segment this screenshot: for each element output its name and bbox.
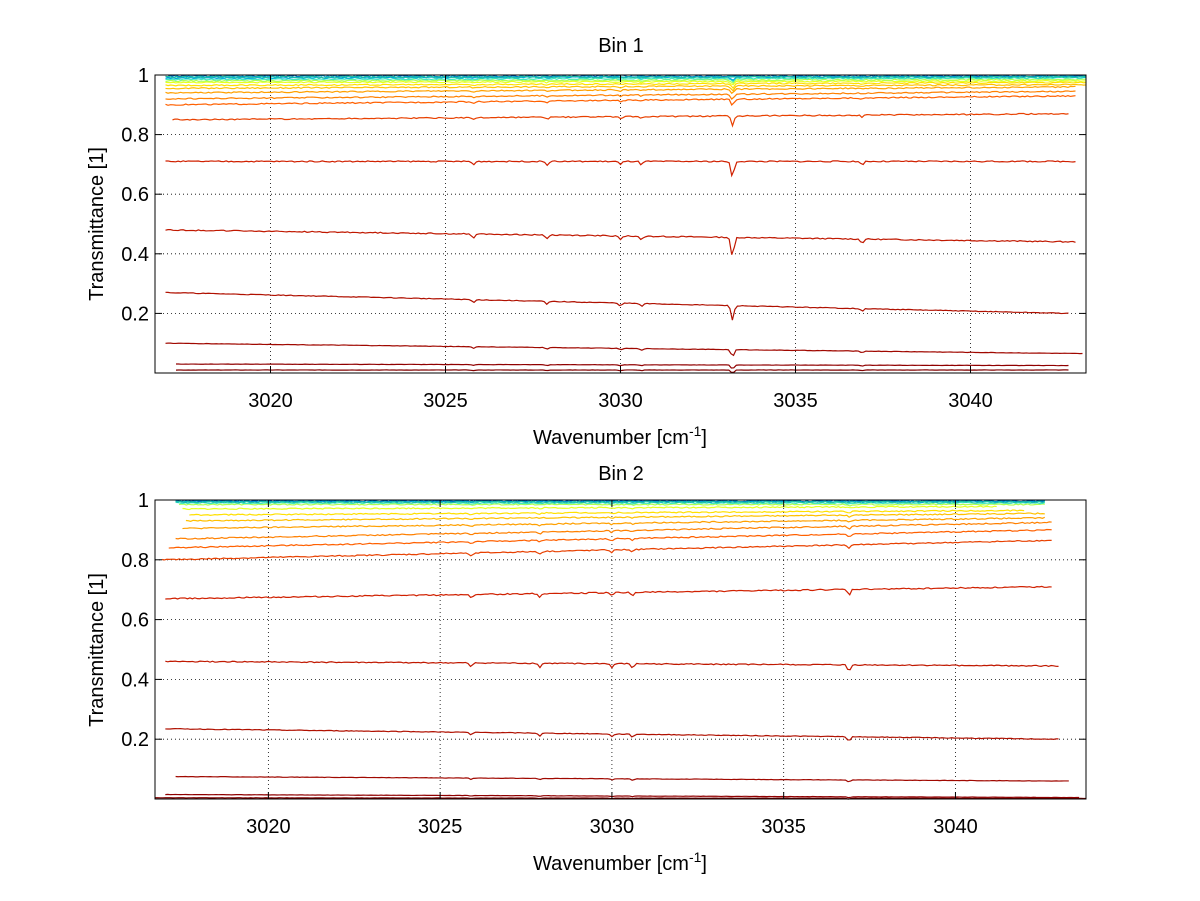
chart-title: Bin 1 [598,35,644,57]
series-line [182,505,997,511]
axis-ticks: 3020 3025 3030 3035 3040 0.2 0.4 0.6 0.8 1 [121,65,1086,412]
x-tick-label: 3020 [248,390,293,412]
x-tick-label: 3025 [423,390,468,412]
x-axis-label: Wavenumber [cm-1] [533,849,707,875]
series-line-top-band [175,500,1046,504]
series-line [165,660,1059,671]
chart-bin-2: Bin 2 3020 3025 3030 3035 30400.20.40.60.81 … [86,463,1087,875]
y-axis-label: Transmittance [1] [86,573,108,727]
series-line [175,363,1069,369]
series-line [165,94,1076,106]
x-tick-label: 3030 [590,816,635,838]
series-line [165,79,1087,86]
series-line [175,369,1069,373]
series-line [165,160,1076,178]
series-line [165,342,1083,357]
series-line [161,539,1052,561]
y-tick-label: 1 [138,490,149,512]
series-lines [165,74,1087,373]
series-line-top-band [165,74,1087,78]
series-line [165,793,1080,799]
x-axis-label-text: Wavenumber [cm [533,853,689,875]
x-tick-label: 3035 [773,390,818,412]
y-tick-label: 1 [138,65,149,87]
x-axis-label-exponent: -1 [689,849,702,865]
series-line [175,775,1069,783]
x-axis-label-text: Wavenumber [cm [533,427,689,449]
series-line [165,78,1087,84]
series-line [168,528,1052,549]
axes-box [154,499,1087,800]
series-line [165,83,1087,92]
series-line-top-band [165,75,1087,79]
x-tick-label: 3040 [948,390,993,412]
series-line [185,512,1045,522]
grid-lines [155,74,1086,373]
y-tick-label: 0.6 [121,610,149,632]
series-line [165,229,1076,255]
x-tick-label: 3025 [418,816,463,838]
series-line [189,509,1025,517]
x-tick-label: 3035 [761,816,806,838]
series-line [165,727,1059,741]
y-tick-label: 0.8 [121,550,149,572]
y-axis-label: Transmittance [1] [86,147,108,301]
y-tick-label: 0.4 [121,244,149,266]
y-tick-label: 0.2 [121,303,149,325]
series-line [165,81,1087,90]
chart-title: Bin 2 [598,463,644,485]
series-line [175,521,1052,540]
y-tick-label: 0.2 [121,729,149,751]
series-line [165,90,1076,100]
series-line [182,516,1045,530]
y-tick-label: 0.6 [121,184,149,206]
series-line [165,85,1076,95]
chart-bin-1: Bin 1 3020 3025 3030 3035 30400.20.40.60.81 … [86,35,1087,449]
y-tick-label: 0.4 [121,669,149,691]
series-line [165,291,1069,321]
series-line [172,112,1069,128]
series-line [165,585,1052,600]
x-axis-label: Wavenumber [cm-1] [533,423,707,449]
series-line-top-band [175,499,1045,503]
axis-ticks: 3020 3025 3030 3035 3040 0.2 0.4 0.6 0.8 1 [121,490,1086,838]
x-axis-label-exponent: -1 [689,423,702,439]
x-tick-label: 3040 [933,816,978,838]
y-tick-label: 0.8 [121,125,149,147]
x-tick-label: 3020 [246,816,291,838]
x-tick-label: 3030 [598,390,643,412]
x-axis-label-bracket: ] [701,853,707,875]
x-axis-label-bracket: ] [701,427,707,449]
series-line [154,797,1087,800]
